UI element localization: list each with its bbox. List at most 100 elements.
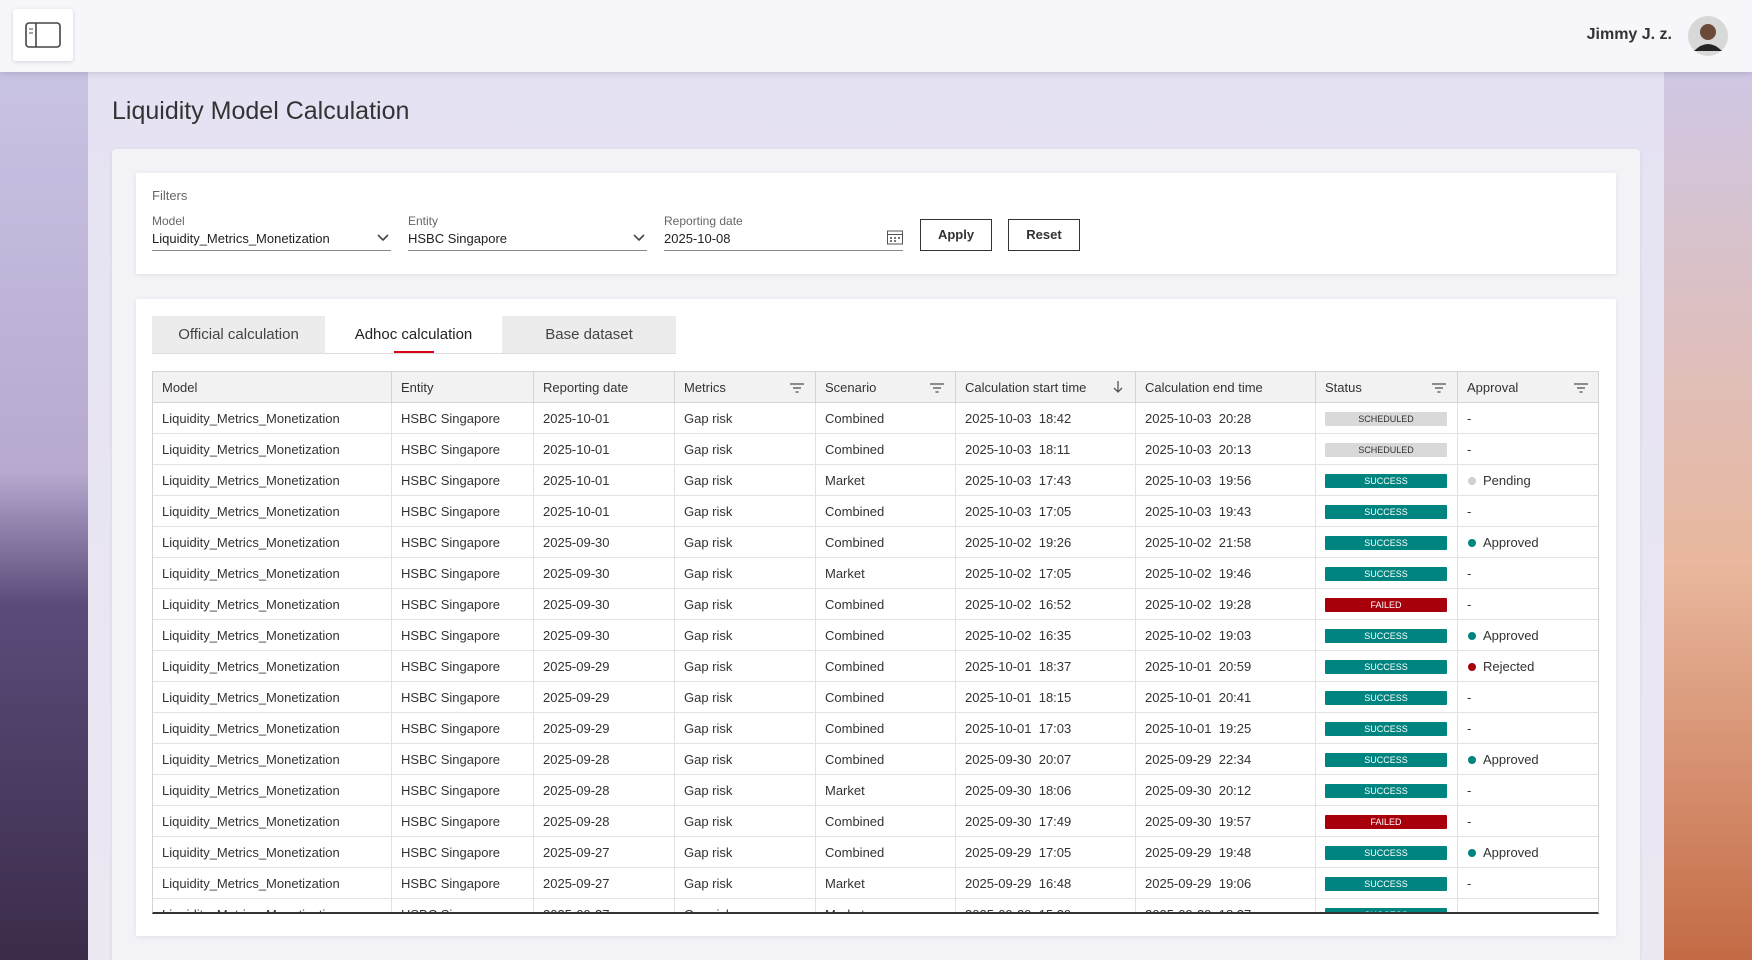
table-cell: Liquidity_Metrics_Monetization — [153, 651, 392, 682]
table-cell: 2025-09-29 15:39 — [956, 899, 1136, 912]
table-cell: 2025-09-30 — [534, 620, 675, 651]
table-cell: 2025-09-30 20:12 — [1136, 775, 1316, 806]
status-badge: SUCCESS — [1325, 567, 1447, 581]
column-header[interactable]: Metrics — [675, 372, 816, 403]
column-header[interactable]: Reporting date — [534, 372, 675, 403]
table-cell: HSBC Singapore — [392, 620, 534, 651]
tab[interactable]: Adhoc calculation — [325, 316, 502, 354]
table-cell: Combined — [816, 620, 956, 651]
column-header[interactable]: Scenario — [816, 372, 956, 403]
table-cell: Gap risk — [675, 465, 816, 496]
approval-cell: - — [1458, 558, 1598, 589]
tab[interactable]: Official calculation — [152, 316, 325, 354]
table-cell: HSBC Singapore — [392, 806, 534, 837]
field-label: Reporting date — [664, 214, 743, 228]
field-value[interactable]: HSBC Singapore — [408, 231, 507, 246]
table-cell: 2025-09-30 17:49 — [956, 806, 1136, 837]
table-cell: 2025-10-01 — [534, 434, 675, 465]
table-cell: 2025-09-29 18:37 — [1136, 899, 1316, 912]
table-cell: 2025-09-29 19:48 — [1136, 837, 1316, 868]
approval-dot — [1468, 632, 1476, 640]
status-badge: SUCCESS — [1325, 536, 1447, 550]
table-cell: 2025-10-03 18:11 — [956, 434, 1136, 465]
sidebar-toggle[interactable] — [13, 9, 73, 61]
table-cell: 2025-09-28 — [534, 775, 675, 806]
approval-cell: - — [1458, 806, 1598, 837]
table-cell: Gap risk — [675, 527, 816, 558]
page-title: Liquidity Model Calculation — [112, 97, 410, 125]
tab[interactable]: Base dataset — [502, 316, 676, 354]
approval-cell: - — [1458, 713, 1598, 744]
filter-button[interactable]: Apply — [920, 219, 992, 251]
column-header[interactable]: Approval — [1458, 372, 1598, 403]
table-cell: 2025-10-02 16:35 — [956, 620, 1136, 651]
approval-dot — [1468, 477, 1476, 485]
table-cell: Combined — [816, 713, 956, 744]
table-cell: Liquidity_Metrics_Monetization — [153, 775, 392, 806]
table-cell: Gap risk — [675, 682, 816, 713]
table-cell: Combined — [816, 682, 956, 713]
status-badge: FAILED — [1325, 598, 1447, 612]
filter-icon — [1574, 381, 1588, 393]
avatar[interactable] — [1687, 15, 1729, 57]
table-cell: Market — [816, 775, 956, 806]
table-cell: Gap risk — [675, 837, 816, 868]
table-cell: 2025-10-03 17:05 — [956, 496, 1136, 527]
table-cell: 2025-09-30 — [534, 589, 675, 620]
filter-icon — [790, 381, 804, 393]
background-left — [0, 72, 88, 960]
table-cell: Liquidity_Metrics_Monetization — [153, 403, 392, 434]
filters-title: Filters — [152, 188, 188, 203]
table-cell: 2025-10-01 20:41 — [1136, 682, 1316, 713]
table-cell: HSBC Singapore — [392, 651, 534, 682]
status-badge: SUCCESS — [1325, 908, 1447, 912]
filter-button[interactable]: Reset — [1008, 219, 1080, 251]
filter-icon — [1432, 381, 1446, 393]
table-cell: Liquidity_Metrics_Monetization — [153, 465, 392, 496]
approval-cell: Approved — [1458, 620, 1598, 651]
table-cell: Gap risk — [675, 713, 816, 744]
column-header[interactable]: Entity — [392, 372, 534, 403]
approval-dot — [1468, 756, 1476, 764]
approval-cell: Approved — [1458, 744, 1598, 775]
table-cell: Combined — [816, 837, 956, 868]
table-cell: 2025-09-27 — [534, 899, 675, 912]
column-header[interactable]: Calculation start time — [956, 372, 1136, 403]
table-cell: 2025-10-02 19:03 — [1136, 620, 1316, 651]
data-table: Model Entity Reporting date Metrics Scenario… — [152, 371, 1599, 914]
field-value[interactable]: Liquidity_Metrics_Monetization — [152, 231, 330, 246]
table-cell: Gap risk — [675, 868, 816, 899]
status-badge: SCHEDULED — [1325, 443, 1447, 457]
table-cell: Market — [816, 868, 956, 899]
table-cell: 2025-10-02 16:52 — [956, 589, 1136, 620]
column-header[interactable]: Calculation end time — [1136, 372, 1316, 403]
approval-cell: - — [1458, 403, 1598, 434]
table-cell: 2025-09-29 — [534, 713, 675, 744]
field-value[interactable]: 2025-10-08 — [664, 231, 731, 246]
table-cell: HSBC Singapore — [392, 434, 534, 465]
table-cell: 2025-10-01 20:59 — [1136, 651, 1316, 682]
approval-cell: - — [1458, 496, 1598, 527]
table-cell: 2025-10-03 17:43 — [956, 465, 1136, 496]
table-cell: 2025-09-29 19:06 — [1136, 868, 1316, 899]
table-cell: Market — [816, 558, 956, 589]
status-badge: FAILED — [1325, 815, 1447, 829]
user-name[interactable]: Jimmy J. z. — [1586, 26, 1672, 43]
table-cell: Liquidity_Metrics_Monetization — [153, 868, 392, 899]
table-cell: Gap risk — [675, 806, 816, 837]
table-cell: Combined — [816, 651, 956, 682]
approval-cell: Pending — [1458, 465, 1598, 496]
table-cell: 2025-09-30 — [534, 558, 675, 589]
table-cell: HSBC Singapore — [392, 527, 534, 558]
approval-cell: Approved — [1458, 837, 1598, 868]
status-badge: SCHEDULED — [1325, 412, 1447, 426]
status-badge: SUCCESS — [1325, 691, 1447, 705]
status-badge: SUCCESS — [1325, 629, 1447, 643]
column-header[interactable]: Status — [1316, 372, 1458, 403]
table-cell: Liquidity_Metrics_Monetization — [153, 527, 392, 558]
table-cell: Liquidity_Metrics_Monetization — [153, 434, 392, 465]
approval-dot — [1468, 539, 1476, 547]
column-header[interactable]: Model — [153, 372, 392, 403]
table-cell: HSBC Singapore — [392, 403, 534, 434]
